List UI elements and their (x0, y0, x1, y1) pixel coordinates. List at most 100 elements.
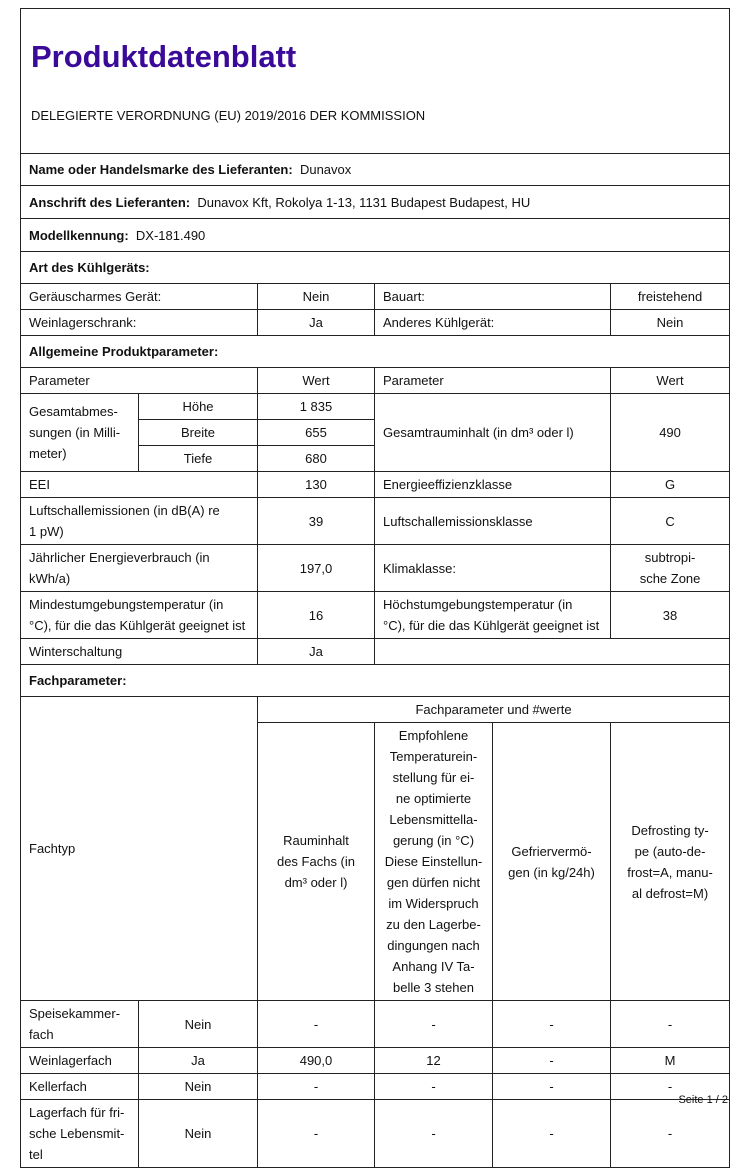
regulation-subtitle: DELEGIERTE VERORDNUNG (EU) 2019/2016 DER… (31, 108, 426, 123)
param-value: Nein (257, 283, 375, 310)
winter-label: Winterschaltung (20, 638, 258, 665)
compartment-temperature: - (374, 1073, 493, 1100)
col-header-value: Wert (257, 367, 375, 394)
compartment-defrost: - (609, 1000, 731, 1048)
model-value: DX-181.490 (135, 227, 206, 243)
table-header-row: Fachtyp Fachparameter und #werte (20, 696, 731, 1001)
param-value: subtropi- sche Zone (609, 544, 731, 592)
compartment-section-heading: Fachparameter: (19, 664, 731, 697)
param-value: 16 (257, 591, 375, 639)
dimension-value: 680 (257, 445, 375, 472)
compartment-defrost: - (609, 1099, 731, 1168)
param-label: Höchstumgebungstemperatur (in °C), für d… (374, 591, 611, 639)
supplier-address-label: Anschrift des Lieferanten: (29, 194, 191, 210)
compartment-defrost: - (609, 1073, 731, 1100)
table-row: Weinlagerfach Ja 490,0 12 - M (20, 1047, 731, 1074)
supplier-address-value: Dunavox Kft, Rokolya 1-13, 1131 Budapest… (197, 194, 531, 210)
compartment-freezing: - (492, 1000, 611, 1048)
supplier-name-label: Name oder Handelsmarke des Lieferanten: (29, 162, 293, 177)
product-data-sheet: Produktdatenblatt DELEGIERTE VERORDNUNG … (19, 8, 731, 1168)
compartment-freezing: - (492, 1047, 611, 1074)
col-header-parameter: Parameter (20, 367, 258, 394)
compartment-freezing: - (492, 1099, 611, 1168)
table-row: Luftschallemissionen (in dB(A) re 1 pW) … (20, 497, 731, 545)
table-row: Geräuscharmes Gerät: Nein Bauart: freist… (20, 283, 731, 310)
compartment-name: Weinlagerfach (20, 1047, 139, 1074)
table-row: Speisekammer- fach Nein - - - - (20, 1000, 731, 1048)
param-value: C (609, 497, 731, 545)
param-label: Anderes Kühlgerät: (374, 309, 611, 336)
param-label: Bauart: (374, 283, 611, 310)
compartment-present: Ja (138, 1047, 258, 1074)
col-header-volume: Rauminhalt des Fachs (in dm³ oder l) (257, 722, 375, 1001)
param-value: G (609, 471, 731, 498)
param-label: Energieeffizienzklasse (374, 471, 611, 498)
param-value: 38 (609, 591, 731, 639)
compartment-freezing: - (492, 1073, 611, 1100)
param-value: Ja (257, 309, 375, 336)
col-header-freezing-capacity: Gefriervermö- gen (in kg/24h) (492, 722, 611, 1001)
col-header-defrost-type: Defrosting ty- pe (auto-de- frost=A, man… (609, 722, 731, 1001)
page-title: Produktdatenblatt (31, 39, 297, 74)
compartment-name: Speisekammer- fach (20, 1000, 139, 1048)
winter-value: Ja (257, 638, 375, 665)
table-header-row: Parameter Wert Parameter Wert (20, 367, 731, 394)
compartment-group-header: Fachparameter und #werte (256, 696, 731, 723)
compartment-present: Nein (138, 1099, 258, 1168)
param-value: Nein (609, 309, 731, 336)
table-header-row: Rauminhalt des Fachs (in dm³ oder l) Emp… (21, 722, 731, 1001)
table-row: Lagerfach für fri- sche Lebensmit- tel N… (20, 1099, 731, 1168)
compartment-name: Kellerfach (20, 1073, 139, 1100)
dimension-value: 655 (257, 419, 375, 446)
volume-value: 490 (609, 393, 731, 472)
volume-label: Gesamtrauminhalt (in dm³ oder l) (374, 393, 611, 472)
param-label: Geräuscharmes Gerät: (20, 283, 258, 310)
param-label: Luftschallemissionsklasse (374, 497, 611, 545)
param-value: 130 (257, 471, 375, 498)
col-header-temperature: Empfohlene Temperaturein- stellung für e… (374, 722, 493, 1001)
supplier-name-row: Name oder Handelsmarke des Lieferanten: … (19, 153, 731, 186)
table-row: Jährlicher Energieverbrauch (in kWh/a) 1… (20, 544, 731, 592)
empty-cell (373, 638, 731, 665)
compartment-present: Nein (138, 1000, 258, 1048)
model-label: Modellkennung: (29, 227, 129, 243)
dimension-label: Höhe (138, 393, 258, 420)
col-header-parameter: Parameter (374, 367, 611, 394)
param-label: Klimaklasse: (374, 544, 611, 592)
dimension-label: Breite (138, 419, 258, 446)
supplier-name-value: Dunavox (299, 162, 352, 177)
model-row: Modellkennung: DX-181.490 (19, 218, 731, 252)
param-label: Mindestumgebungstemperatur (in °C), für … (20, 591, 258, 639)
table-row: Winterschaltung Ja (20, 638, 731, 665)
page-number: Seite 1 / 2 (678, 1094, 728, 1106)
compartment-temperature: - (374, 1099, 493, 1168)
param-label: Weinlagerschrank: (20, 309, 258, 336)
table-row: Breite 655 (21, 419, 730, 446)
compartment-defrost: M (609, 1047, 731, 1074)
table-row: Weinlagerschrank: Ja Anderes Kühlgerät: … (20, 309, 731, 336)
param-label: Jährlicher Energieverbrauch (in kWh/a) (20, 544, 258, 592)
title-block: Produktdatenblatt DELEGIERTE VERORDNUNG … (19, 8, 731, 154)
compartment-volume: - (257, 1000, 375, 1048)
table-row: Kellerfach Nein - - - - (20, 1073, 731, 1100)
compartment-present: Nein (138, 1073, 258, 1100)
compartment-temperature: - (374, 1000, 493, 1048)
dimension-value: 1 835 (257, 393, 375, 420)
compartment-type-header: Fachtyp (20, 696, 258, 1001)
general-section-heading: Allgemeine Produktparameter: (19, 335, 731, 368)
table-row: Gesamtabmes- sungen (in Milli- meter) Hö… (20, 393, 731, 472)
param-label: EEI (20, 471, 258, 498)
param-value: freistehend (609, 283, 731, 310)
table-row: EEI 130 Energieeffizienzklasse G (20, 471, 731, 498)
supplier-address-row: Anschrift des Lieferanten: Dunavox Kft, … (19, 185, 731, 219)
compartment-temperature: 12 (374, 1047, 493, 1074)
compartment-volume: - (257, 1073, 375, 1100)
param-value: 39 (257, 497, 375, 545)
param-label: Luftschallemissionen (in dB(A) re 1 pW) (20, 497, 258, 545)
dimensions-label: Gesamtabmes- sungen (in Milli- meter) (20, 393, 139, 472)
table-row: Tiefe 680 (21, 445, 730, 472)
type-section-heading: Art des Kühlgeräts: (19, 251, 731, 284)
dimension-label: Tiefe (138, 445, 258, 472)
col-header-value: Wert (609, 367, 731, 394)
compartment-volume: 490,0 (257, 1047, 375, 1074)
